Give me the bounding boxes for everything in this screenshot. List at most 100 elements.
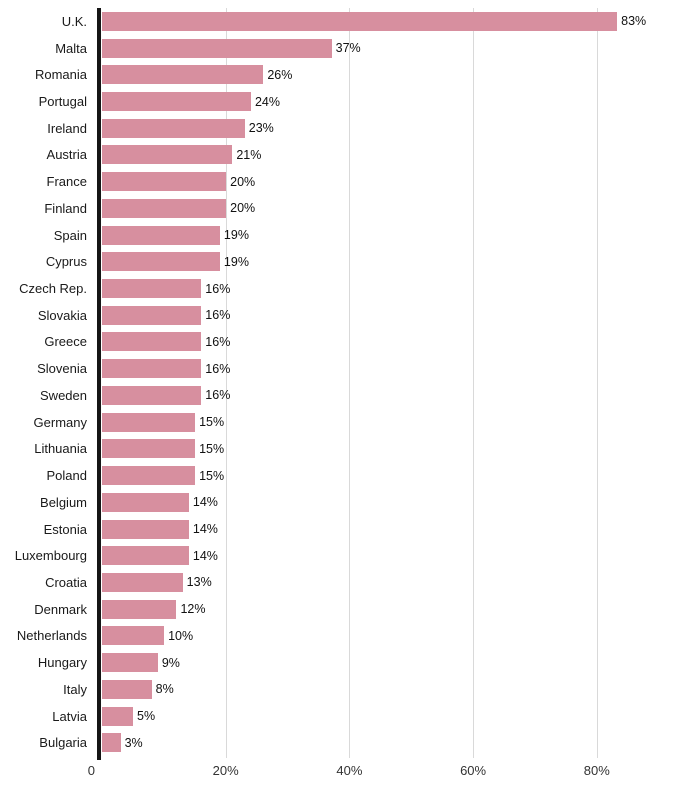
bar <box>102 198 227 218</box>
value-label: 20% <box>230 174 256 189</box>
bar-area: 15% <box>102 462 673 489</box>
chart-rows: U.K. 83% Malta 37% Romania 26% Portugal … <box>0 8 673 756</box>
x-tick-label: 40% <box>336 763 363 778</box>
value-label: 16% <box>205 334 231 349</box>
category-label: Spain <box>53 227 87 243</box>
value-label: 20% <box>230 201 256 216</box>
value-label: 24% <box>254 94 280 109</box>
bar <box>102 733 121 753</box>
category-label: Estonia <box>43 521 87 537</box>
value-label: 26% <box>267 67 293 82</box>
bar <box>102 225 220 245</box>
bar <box>102 92 251 112</box>
gridline <box>225 8 227 758</box>
chart-row: Cyprus 19% <box>0 248 673 275</box>
bar <box>102 653 158 673</box>
bar-area: 12% <box>102 596 673 623</box>
category-label: Romania <box>34 67 87 83</box>
category-label: Greece <box>44 334 87 350</box>
value-label: 5% <box>137 709 156 724</box>
chart-row: Malta 37% <box>0 35 673 62</box>
chart-row: Portugal 24% <box>0 88 673 115</box>
value-label: 14% <box>192 548 218 563</box>
bar-area: 23% <box>102 115 673 142</box>
gridline-layer <box>102 8 671 758</box>
category-label: Malta <box>55 40 87 56</box>
bar-area: 16% <box>102 275 673 302</box>
value-label: 19% <box>223 254 249 269</box>
bar <box>102 679 152 699</box>
bar-area: 20% <box>102 168 673 195</box>
gridline <box>596 8 598 758</box>
chart-row: Latvia 5% <box>0 703 673 730</box>
bar <box>102 492 189 512</box>
bar-area: 26% <box>102 61 673 88</box>
value-label: 16% <box>205 388 231 403</box>
value-label: 16% <box>205 361 231 376</box>
value-label: 14% <box>192 495 218 510</box>
bar <box>102 572 183 592</box>
bar <box>102 38 332 58</box>
category-label: Denmark <box>34 601 87 617</box>
value-label: 10% <box>168 628 194 643</box>
chart-row: Estonia 14% <box>0 516 673 543</box>
category-label: Portugal <box>38 94 87 110</box>
value-label: 14% <box>192 522 218 537</box>
category-label: Germany <box>33 414 87 430</box>
category-label: Hungary <box>37 655 87 671</box>
bar-area: 19% <box>102 248 673 275</box>
bar-area: 14% <box>102 542 673 569</box>
category-label: U.K. <box>61 13 87 29</box>
chart-row: Romania 26% <box>0 61 673 88</box>
bar-area: 15% <box>102 409 673 436</box>
gridline <box>349 8 351 758</box>
category-label: Luxembourg <box>14 548 87 564</box>
chart-row: Croatia 13% <box>0 569 673 596</box>
bar <box>102 332 202 352</box>
category-label: Poland <box>46 468 87 484</box>
category-label: Austria <box>46 147 87 163</box>
chart-row: Slovakia 16% <box>0 302 673 329</box>
chart-row: Luxembourg 14% <box>0 542 673 569</box>
chart-row: Austria 21% <box>0 142 673 169</box>
value-label: 23% <box>248 121 274 136</box>
bar-area: 37% <box>102 35 673 62</box>
bar-area: 14% <box>102 489 673 516</box>
category-label: Czech Rep. <box>19 281 87 297</box>
category-label: France <box>46 174 87 190</box>
bar <box>102 359 202 379</box>
category-label: Belgium <box>40 494 87 510</box>
category-label: Croatia <box>45 574 87 590</box>
chart-row: Slovenia 16% <box>0 355 673 382</box>
category-label: Slovakia <box>37 307 87 323</box>
bar-area: 16% <box>102 355 673 382</box>
bar-area: 20% <box>102 195 673 222</box>
category-label: Sweden <box>40 387 87 403</box>
category-label: Ireland <box>47 120 87 136</box>
zero-axis-line <box>97 8 101 760</box>
x-tick-label: 0 <box>87 763 95 778</box>
value-label: 3% <box>124 735 143 750</box>
chart-row: Lithuania 15% <box>0 436 673 463</box>
bar-area: 8% <box>102 676 673 703</box>
bar <box>102 118 245 138</box>
category-label: Cyprus <box>45 254 87 270</box>
chart-row: Finland 20% <box>0 195 673 222</box>
value-label: 21% <box>236 147 262 162</box>
x-tick-label: 60% <box>460 763 487 778</box>
bar <box>102 385 202 405</box>
chart-row: Sweden 16% <box>0 382 673 409</box>
value-label: 15% <box>199 415 225 430</box>
bar <box>102 11 618 31</box>
bar <box>102 706 134 726</box>
bar <box>102 626 165 646</box>
category-label: Netherlands <box>16 628 87 644</box>
value-label: 8% <box>155 682 174 697</box>
value-label: 13% <box>186 575 212 590</box>
bar <box>102 172 227 192</box>
bar <box>102 546 189 566</box>
bar-area: 16% <box>102 382 673 409</box>
chart-row: U.K. 83% <box>0 8 673 35</box>
bar <box>102 466 196 486</box>
